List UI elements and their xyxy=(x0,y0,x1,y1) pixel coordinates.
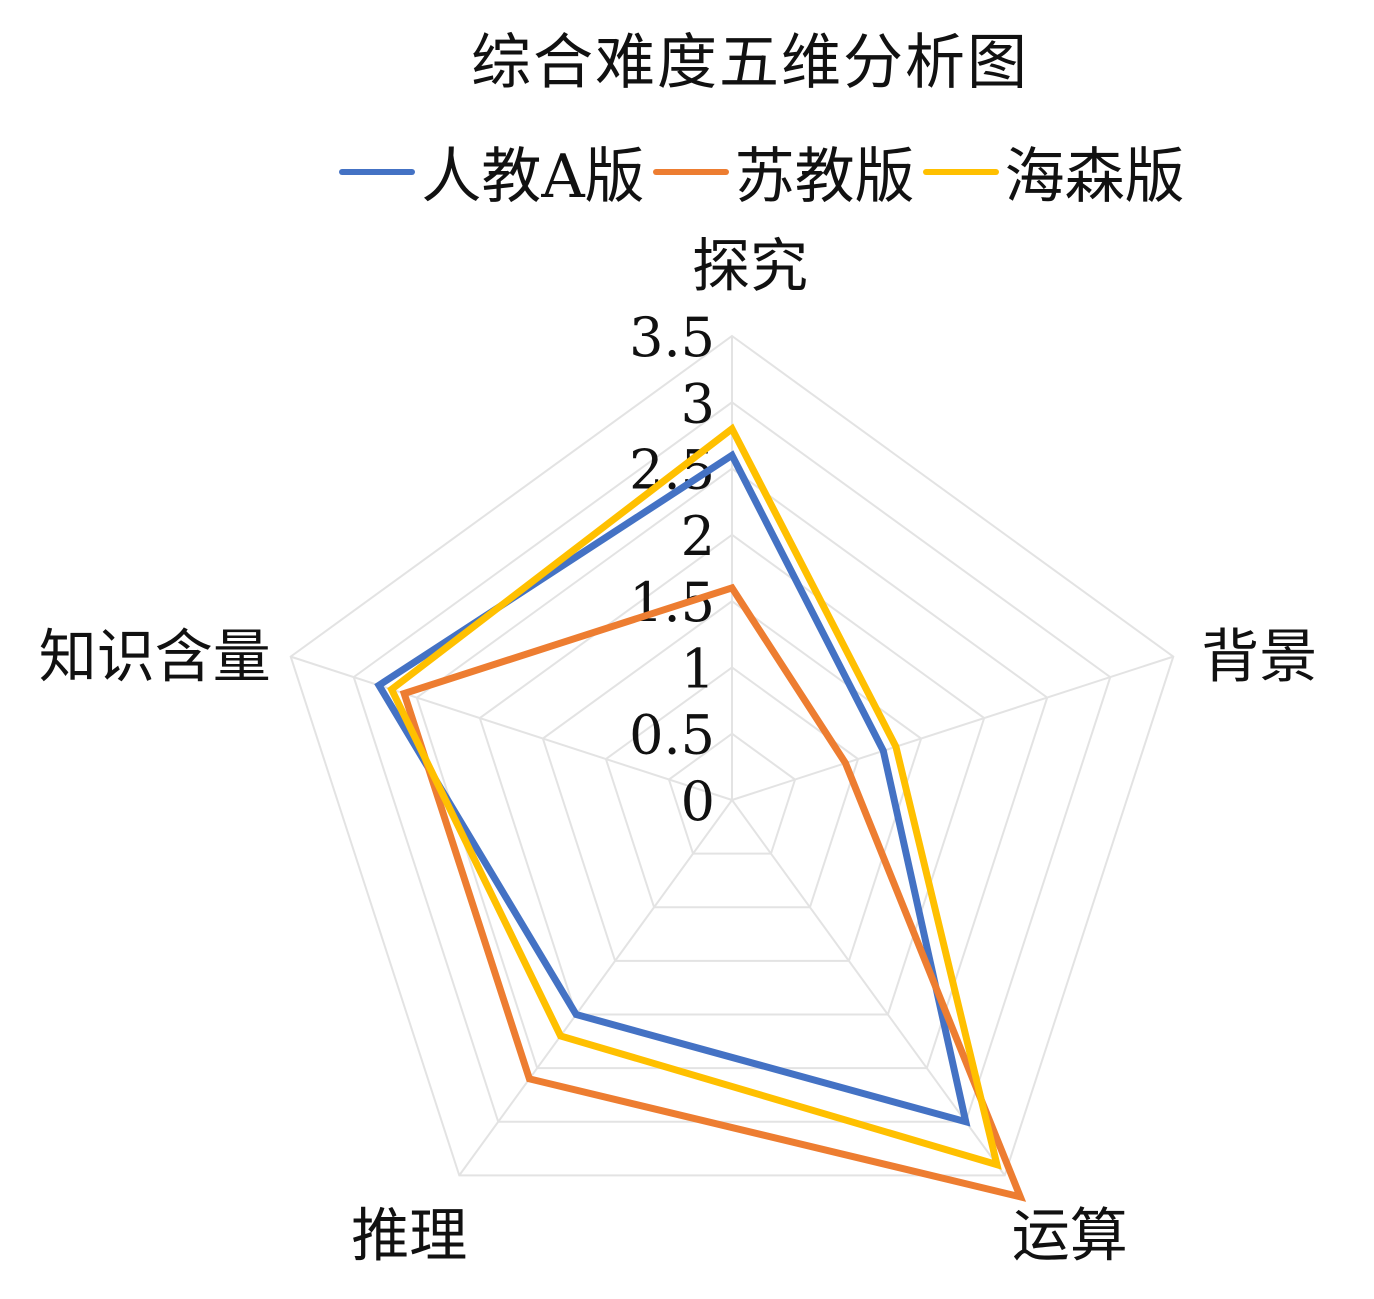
tick-label: 0 xyxy=(681,770,715,833)
grid-ring-3 xyxy=(541,599,923,962)
radar-series xyxy=(374,423,1027,1202)
legend-item-series-2: 海森版 xyxy=(922,128,1185,215)
chart-title: 综合难度五维分析图 xyxy=(471,28,1029,98)
radar-grid xyxy=(289,334,1175,1177)
axis-label: 背景 xyxy=(1201,623,1317,691)
tick-label: 3 xyxy=(681,372,715,435)
grid-ring-7 xyxy=(289,334,1175,1177)
legend-swatch-series-2 xyxy=(922,168,999,175)
tick-label: 2 xyxy=(681,505,715,568)
grid-ring-1 xyxy=(667,732,797,855)
grid-ring-5 xyxy=(415,467,1049,1070)
legend-label-series-2: 海森版 xyxy=(1004,142,1185,212)
legend-label-series-0: 人教A版 xyxy=(421,142,645,212)
grid-spoke-1 xyxy=(731,655,1174,801)
tick-label: 1 xyxy=(681,637,715,700)
series-line-0 xyxy=(374,450,971,1127)
axis-label: 探究 xyxy=(692,232,808,300)
legend-swatch-series-0 xyxy=(339,168,416,175)
series-line-2 xyxy=(387,423,1002,1170)
grid-ring-6 xyxy=(352,401,1112,1123)
series-line-1 xyxy=(399,583,1027,1202)
grid-spoke-4 xyxy=(290,655,733,801)
axis-label: 推理 xyxy=(351,1201,467,1269)
grid-spoke-2 xyxy=(731,799,1006,1176)
axis-label: 知识含量 xyxy=(39,623,271,691)
legend-item-series-1: 苏教版 xyxy=(652,128,915,215)
tick-label: 3.5 xyxy=(629,306,715,369)
legend-label-series-1: 苏教版 xyxy=(734,142,915,212)
legend: 人教A版 苏教版 海森版 xyxy=(0,128,1374,215)
tick-label: 1.5 xyxy=(629,571,715,634)
axis-label: 运算 xyxy=(1012,1201,1128,1269)
radial-tick-labels: 00.511.522.533.5 xyxy=(629,306,715,833)
legend-swatch-series-1 xyxy=(652,168,729,175)
legend-item-series-0: 人教A版 xyxy=(339,128,645,215)
grid-spoke-3 xyxy=(458,799,733,1176)
grid-ring-4 xyxy=(478,533,986,1016)
tick-label: 0.5 xyxy=(629,704,715,767)
